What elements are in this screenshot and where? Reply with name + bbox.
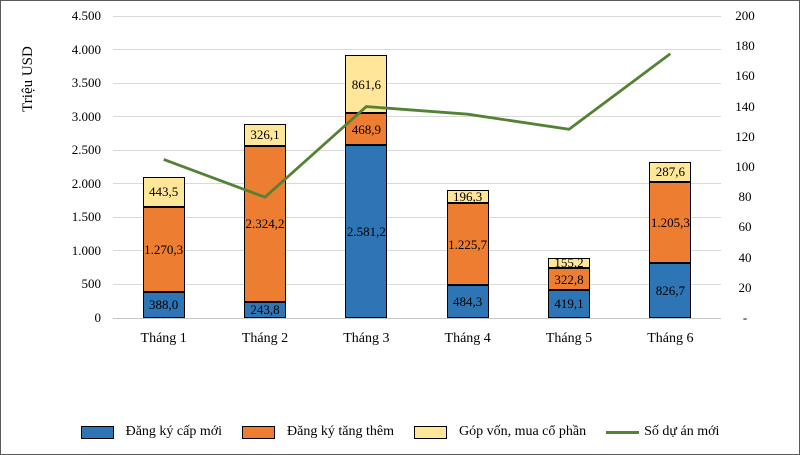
x-axis-tick-label: Tháng 3 <box>343 331 390 346</box>
legend-color-swatch <box>242 425 276 439</box>
bar-data-label: 468,9 <box>351 121 381 137</box>
trend-line-layer <box>163 52 672 199</box>
gridline <box>113 317 721 319</box>
legend-line-swatch <box>606 430 640 434</box>
right-axis-tick-label: 180 <box>735 38 755 54</box>
bar-segment: 443,5 <box>142 176 185 207</box>
bar-data-label: 322,8 <box>554 271 584 287</box>
legend-item: Số dự án mới <box>606 424 719 440</box>
bar-segment: 1.205,3 <box>649 181 692 263</box>
legend: Đăng ký cấp mới Đăng ký tăng thêm Góp vốn,… <box>1 417 799 447</box>
bar-segment: 484,3 <box>446 285 489 318</box>
gridline <box>113 15 721 17</box>
gridline <box>113 283 721 285</box>
right-axis-tick-label: 80 <box>738 189 752 205</box>
bar-segment: 388,0 <box>142 291 185 318</box>
bar-data-label: 326,1 <box>250 127 280 143</box>
bar-segment: 419,1 <box>548 289 590 318</box>
x-axis-tick-label: Tháng 6 <box>647 331 694 346</box>
left-axis-tick-label: 3.000 <box>71 108 101 124</box>
x-axis-tick-label: Tháng 1 <box>140 331 187 346</box>
left-axis-tick-label: 2.500 <box>71 142 101 158</box>
bar-segment: 287,6 <box>649 162 692 182</box>
legend-color-swatch <box>413 425 447 439</box>
right-axis-tick-label: - <box>742 310 748 325</box>
legend-label: Đăng ký cấp mới <box>125 424 223 439</box>
legend-item: Đăng ký tăng thêm <box>242 424 394 440</box>
left-axis-tick-label: 2.000 <box>71 175 101 191</box>
bar-data-label: 1.225,7 <box>448 236 488 252</box>
bar-data-label: 1.205,3 <box>650 214 690 230</box>
left-axis-tick-label: 1.000 <box>71 242 101 258</box>
bar-data-label: 155,2 <box>554 255 584 271</box>
bar-data-label: 2.324,2 <box>245 216 285 232</box>
bar-segment: 155,2 <box>548 255 590 271</box>
bar-segment: 826,7 <box>649 262 692 318</box>
bar-segment: 322,8 <box>548 268 590 290</box>
bar-segment: 1.225,7 <box>446 203 489 286</box>
right-axis-tick-label: 160 <box>735 68 755 84</box>
right-axis-tick-label: 60 <box>738 219 752 235</box>
left-axis-tick-label: 3.500 <box>71 75 101 91</box>
left-axis-tick-label: 1.500 <box>71 209 101 225</box>
bar-segment: 1.270,3 <box>142 206 185 292</box>
gridline <box>113 82 721 84</box>
left-axis-tick-label: 500 <box>81 276 102 292</box>
right-axis-tick-label: 40 <box>738 249 752 265</box>
plot-area: 388,0 1.270,3 443,5 243,8 2.324,2 326,1 2.581,… <box>113 15 721 319</box>
right-axis-tick-label: 200 <box>735 8 755 23</box>
legend-item: Góp vốn, mua cổ phần <box>413 424 587 440</box>
bar-data-label: 826,7 <box>655 282 685 298</box>
bar-segment: 861,6 <box>345 55 388 114</box>
gridline <box>113 183 721 185</box>
bar-data-label: 287,6 <box>655 164 685 180</box>
legend-color-swatch <box>80 425 114 439</box>
trend-line <box>163 52 672 199</box>
bar-data-label: 419,1 <box>554 296 584 312</box>
bar-data-label: 1.270,3 <box>144 241 184 257</box>
bar-segment: 2.324,2 <box>244 145 286 302</box>
left-axis-tick-label: 0 <box>94 310 102 325</box>
bar-data-label: 861,6 <box>351 76 381 92</box>
bar-data-label: 388,0 <box>149 297 179 313</box>
bar-data-label: 484,3 <box>453 294 483 310</box>
gridline <box>113 149 721 151</box>
bar-segment: 2.581,2 <box>345 144 388 318</box>
right-axis-tick-label: 140 <box>735 98 755 114</box>
gridline <box>113 250 721 252</box>
right-axis-tick-label: 100 <box>735 159 755 174</box>
x-axis-tick-label: Tháng 4 <box>444 331 491 346</box>
right-axis-tick-label: 20 <box>738 279 752 295</box>
bar-segment: 326,1 <box>244 123 286 146</box>
legend-item: Đăng ký cấp mới <box>80 424 223 440</box>
gridline <box>113 216 721 218</box>
gridline <box>113 49 721 51</box>
left-axis-tick-label: 4.500 <box>71 8 101 23</box>
x-axis-tick-label: Tháng 2 <box>241 331 289 346</box>
bar-data-label: 2.581,2 <box>346 223 386 239</box>
bar-data-label: 243,8 <box>250 302 280 318</box>
gridline <box>113 116 721 118</box>
legend-label: Đăng ký tăng thêm <box>287 424 394 439</box>
legend-label: Số dự án mới <box>644 424 720 439</box>
left-axis-tick-label: 4.000 <box>71 41 101 57</box>
legend-label: Góp vốn, mua cổ phần <box>458 424 587 439</box>
right-axis-tick-label: 120 <box>735 128 755 144</box>
bar-segment: 196,3 <box>446 189 489 205</box>
bar-segment: 243,8 <box>244 301 286 318</box>
bar-data-label: 443,5 <box>149 184 179 200</box>
x-axis-tick-label: Tháng 5 <box>545 331 593 346</box>
bar-data-label: 196,3 <box>453 189 483 205</box>
